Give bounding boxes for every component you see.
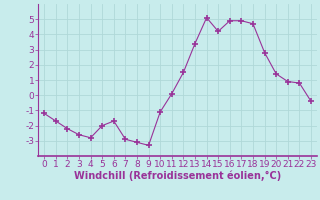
X-axis label: Windchill (Refroidissement éolien,°C): Windchill (Refroidissement éolien,°C) xyxy=(74,171,281,181)
